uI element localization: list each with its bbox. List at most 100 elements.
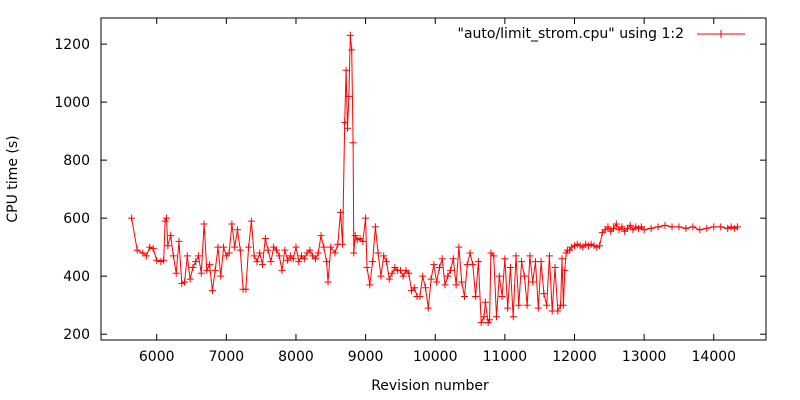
data-point: [561, 266, 569, 274]
data-point: [433, 278, 441, 286]
data-point: [146, 243, 154, 251]
legend-marker-sample: [717, 30, 725, 38]
data-point: [604, 223, 612, 231]
data-point: [349, 139, 357, 147]
data-point: [654, 223, 662, 231]
x-tick-label: 10000: [413, 349, 458, 365]
data-point: [504, 304, 512, 312]
data-point: [233, 226, 241, 234]
data-point: [194, 252, 202, 260]
data-point: [203, 266, 211, 274]
x-tick-label: 9000: [348, 349, 384, 365]
data-point: [323, 258, 331, 266]
data-point: [438, 255, 446, 263]
data-point: [554, 307, 562, 315]
data-point: [339, 240, 347, 248]
data-point: [447, 266, 455, 274]
x-axis-ticks: 6000 7000 8000 9000 10000 11000 12000 13000 1400…: [139, 18, 736, 365]
data-point: [197, 269, 205, 277]
data-point: [175, 237, 183, 245]
data-point: [596, 242, 604, 250]
data-point: [160, 256, 168, 264]
data-point: [350, 249, 358, 257]
x-tick-label: 12000: [552, 349, 597, 365]
data-point: [474, 258, 482, 266]
data-point: [337, 208, 345, 216]
data-point: [490, 252, 498, 260]
data-point: [388, 269, 396, 277]
data-point: [272, 246, 280, 254]
data-point: [430, 261, 438, 269]
data-point: [342, 66, 350, 74]
x-axis-label: Revision number: [371, 378, 489, 394]
data-point: [295, 258, 303, 266]
data-point: [327, 243, 335, 251]
series-line: [131, 35, 738, 325]
data-point: [419, 272, 427, 280]
x-tick-label: 14000: [692, 349, 737, 365]
data-point: [543, 301, 551, 309]
data-point: [247, 217, 255, 225]
data-point: [186, 275, 194, 283]
x-tick-label: 7000: [209, 349, 245, 365]
data-point: [675, 223, 683, 231]
data-point: [416, 292, 424, 300]
data-point: [225, 249, 233, 257]
data-point: [382, 258, 390, 266]
data-point: [452, 281, 460, 289]
data-point: [324, 278, 332, 286]
data-point: [380, 252, 388, 260]
data-point: [612, 220, 620, 228]
x-tick-label: 6000: [139, 349, 175, 365]
legend-label: "auto/limit_strom.cpu" using 1:2: [458, 26, 685, 42]
data-point: [545, 252, 553, 260]
plot-area-frame: [100, 17, 767, 341]
data-point: [133, 246, 141, 254]
data-point: [253, 258, 261, 266]
data-point: [441, 281, 449, 289]
data-point: [351, 232, 359, 240]
data-point: [458, 278, 466, 286]
data-point: [640, 226, 648, 234]
data-point: [558, 255, 566, 263]
data-point: [300, 255, 308, 263]
data-point: [236, 246, 244, 254]
data-point: [206, 261, 214, 269]
data-point: [208, 287, 216, 295]
data-point: [626, 221, 634, 229]
data-point: [275, 252, 283, 260]
data-point: [498, 292, 506, 300]
y-tick-label: 200: [63, 327, 90, 343]
data-point: [317, 232, 325, 240]
data-point: [189, 263, 197, 271]
data-point: [162, 214, 170, 222]
data-point: [696, 226, 704, 234]
data-point: [540, 290, 548, 298]
data-point: [523, 301, 531, 309]
data-point: [250, 252, 258, 260]
data-point: [444, 272, 452, 280]
data-point: [139, 249, 147, 257]
data-point: [363, 263, 371, 271]
data-point: [460, 292, 468, 300]
data-point: [267, 258, 275, 266]
data-point: [259, 261, 267, 269]
data-point: [484, 319, 492, 327]
data-point: [256, 249, 264, 257]
data-point: [161, 217, 169, 225]
data-point: [345, 92, 353, 100]
data-point: [724, 224, 732, 232]
data-point: [281, 246, 289, 254]
data-point: [292, 243, 300, 251]
data-point: [183, 252, 191, 260]
data-point: [480, 313, 488, 321]
data-point: [477, 319, 485, 327]
data-point: [362, 214, 370, 222]
data-point: [733, 223, 741, 231]
data-point: [128, 214, 136, 222]
data-point: [727, 223, 735, 231]
data-point: [424, 304, 432, 312]
data-point: [529, 278, 537, 286]
series-markers: [128, 31, 741, 327]
